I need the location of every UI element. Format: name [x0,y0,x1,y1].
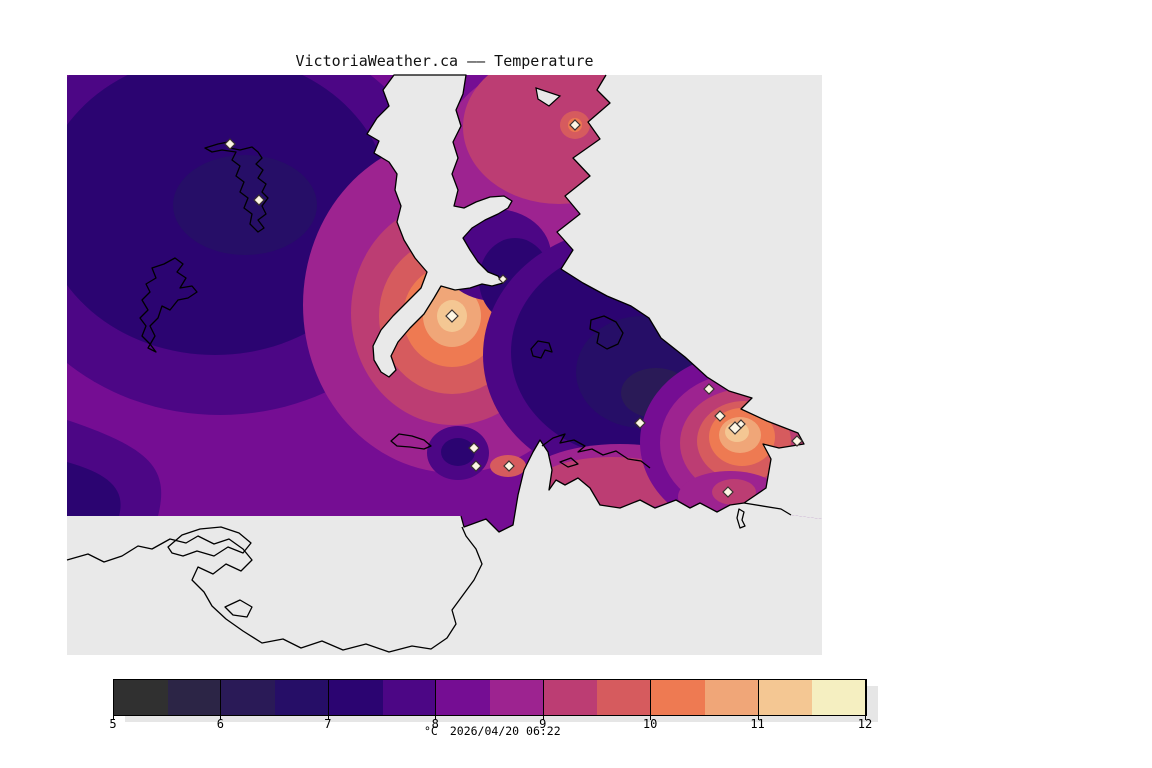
east-coastline [556,74,805,516]
island-outline [204,141,269,233]
station-marker [791,435,803,447]
colorbar-tick-label: 7 [324,717,332,731]
colorbar-segment [436,680,491,715]
colorbar-tick-label: 12 [857,717,873,731]
bay-notch [535,87,562,107]
station-marker [736,419,746,429]
islet-outline [736,508,746,529]
station-marker [468,442,480,454]
colorbar-segment [812,680,867,715]
colorbar-tick-labels: 5 6 7 8 9 10 11 12 [109,717,872,731]
no-data-regions [67,74,822,655]
station-marker [445,309,459,323]
south-no-data-region [67,440,822,655]
island-outline [530,340,553,359]
colorbar-segment [328,680,383,715]
colorbar-tick-label: 9 [539,717,547,731]
island-outline [589,315,624,350]
station-marker [503,460,515,472]
colorbar-caption: °C 2026/04/20 06:22 [424,724,561,738]
olympic-coastline [66,526,483,653]
colorbar-tick-label: 11 [750,717,765,731]
colorbar-segment [221,680,276,715]
inlet-region [366,74,513,378]
lake-outline [224,599,253,618]
station-marker [714,410,726,422]
station-marker [498,274,508,284]
station-marker [569,119,581,131]
station-marker [722,486,734,498]
colorbar-segment [114,680,168,715]
colorbar-segment [704,680,759,715]
page-title: VictoriaWeather.ca —— Temperature [295,52,594,70]
station-marker [224,138,236,150]
island-outline [139,257,198,353]
east-no-data-region [557,75,822,519]
colorbar-tick-label: 8 [431,717,439,731]
station-marker [703,383,715,395]
unit-label: °C [424,724,438,738]
island-outline [390,433,432,450]
colorbar [113,679,867,716]
colorbar-segment [167,680,222,715]
south-coastline [460,439,745,533]
lagoon-outline [167,526,252,557]
coastlines [66,74,805,653]
colorbar-tick-label: 10 [642,717,658,731]
timestamp: 2026/04/20 06:22 [449,724,561,738]
island-chain-outline [541,433,651,469]
colorbar-segment [543,680,598,715]
contour-band [441,438,475,466]
colorbar-segment [275,680,329,715]
colorbar-segment [490,680,544,715]
colorbar-segment [382,680,437,715]
colorbar-tick-label: 6 [216,717,225,731]
station-markers [224,119,803,498]
station-marker [253,194,265,206]
islet-outline [559,457,579,468]
colorbar-tick-label: 5 [109,717,117,731]
station-marker [470,460,482,472]
colorbar-segment [597,680,652,715]
contour-band [712,479,756,505]
colorbar-segment [651,680,705,715]
colorbar-segment [758,680,813,715]
contour-band [67,462,121,516]
station-marker [634,417,646,429]
